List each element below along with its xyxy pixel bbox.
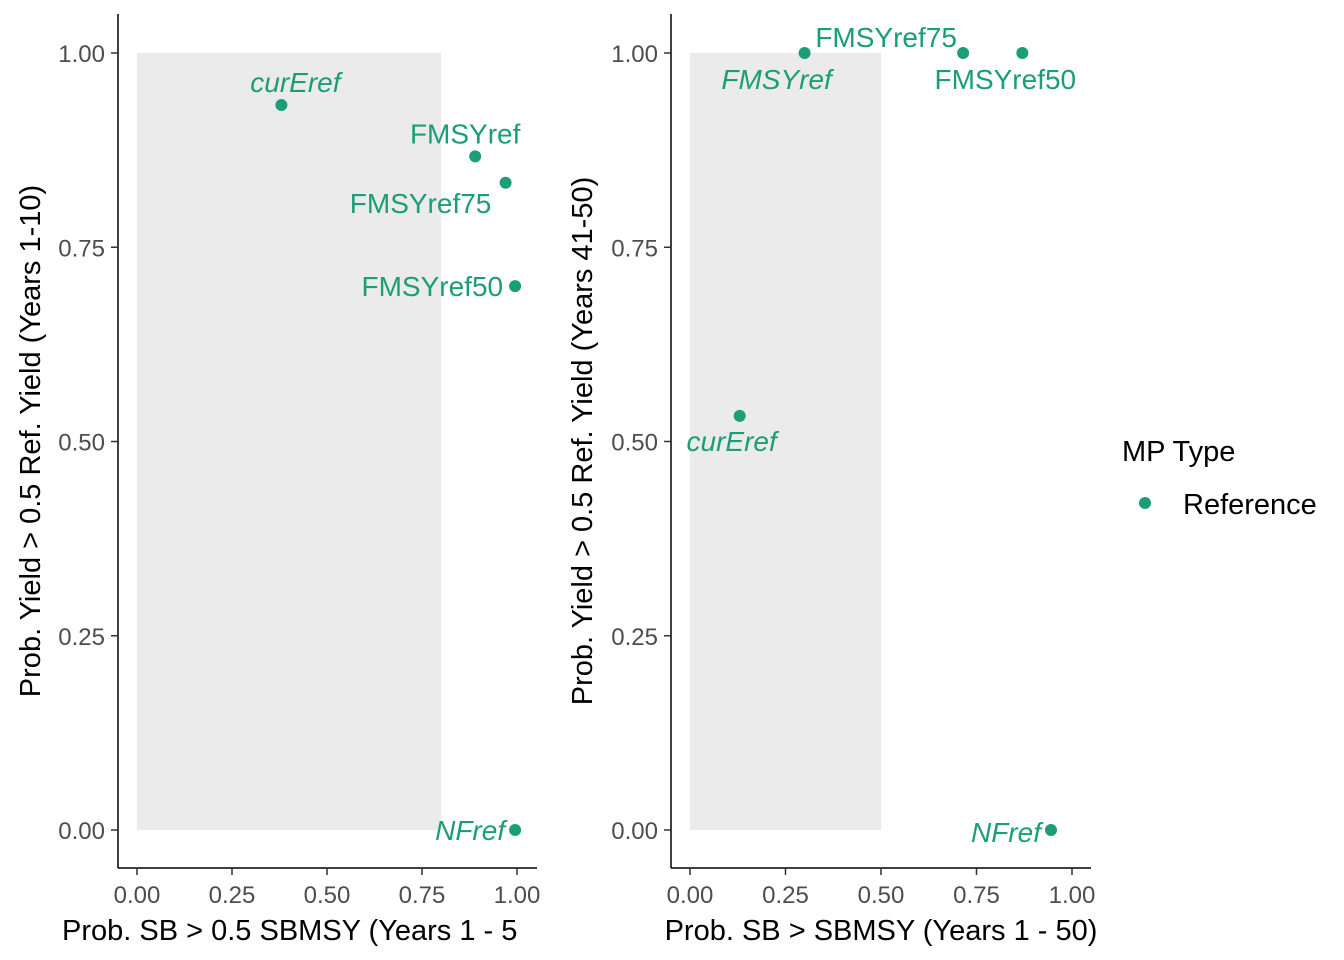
chart-panels: 0.00 0.25 0.50 0.75 1.00 0.00 0.25 0.50 0.75 1.00… (15, 14, 1097, 947)
point-curEref (733, 409, 746, 422)
y-tick-label: 0.25 (611, 624, 658, 651)
x-tick-label: 0.50 (858, 882, 905, 909)
point-FMSYref (469, 150, 482, 163)
y-tick-label: 1.00 (611, 41, 658, 68)
y-axis-title: Prob. Yield > 0.5 Ref. Yield (Years 41-5… (567, 177, 599, 706)
point-FMSYref (798, 47, 811, 59)
point-FMSYref50 (1016, 47, 1029, 59)
point-curEref (275, 99, 288, 112)
panel-1: 0.00 0.25 0.50 0.75 1.00 0.00 0.25 0.50 0.75 1.00… (15, 14, 540, 947)
legend-title: MP Type (1122, 436, 1235, 468)
x-tick-label: 1.00 (1049, 882, 1096, 909)
shaded-region (137, 53, 441, 830)
x-tick-label: 0.00 (667, 882, 714, 909)
y-tick-label: 0.00 (58, 818, 105, 845)
point-label-FMSYref50: FMSYref50 (935, 64, 1077, 95)
point-label-NFref: NFref (435, 815, 508, 846)
point-label-FMSYref50: FMSYref50 (361, 271, 503, 302)
point-label-curEref: curEref (687, 426, 780, 457)
x-tick-label: 0.75 (399, 882, 446, 909)
legend-label-reference: Reference (1183, 489, 1317, 521)
x-tick-label: 0.00 (114, 882, 161, 909)
point-label-FMSYref: FMSYref (721, 64, 835, 95)
y-tick-label: 0.00 (611, 818, 658, 845)
y-tick-label: 0.75 (58, 235, 105, 262)
x-axis-title: Prob. SB > SBMSY (Years 1 - 50) (665, 915, 1098, 947)
shaded-region (690, 53, 881, 830)
y-axis-title: Prob. Yield > 0.5 Ref. Yield (Years 1-10… (15, 185, 47, 697)
y-tick-label: 1.00 (58, 41, 105, 68)
point-label-FMSYref75: FMSYref75 (350, 188, 492, 219)
x-tick-label: 0.25 (762, 882, 809, 909)
point-NFref (1044, 824, 1057, 836)
y-tick-label: 0.50 (58, 430, 105, 457)
point-NFref (509, 824, 522, 836)
y-tick-label: 0.50 (611, 430, 658, 457)
point-FMSYref50 (509, 280, 522, 293)
panel-2: 0.00 0.25 0.50 0.75 1.00 0.00 0.25 0.50 0.75 1.00… (567, 14, 1097, 947)
x-tick-label: 0.75 (953, 882, 1000, 909)
y-tick-label: 0.25 (58, 624, 105, 651)
x-tick-label: 0.25 (209, 882, 256, 909)
point-FMSYref75 (499, 176, 512, 189)
legend-key-reference (1139, 497, 1151, 509)
x-tick-label: 0.50 (304, 882, 351, 909)
x-axis-title: Prob. SB > 0.5 SBMSY (Years 1 - 5 (62, 915, 517, 947)
y-tick-label: 0.75 (611, 235, 658, 262)
legend: MP Type Reference (1122, 436, 1317, 521)
point-label-FMSYref75: FMSYref75 (815, 22, 957, 53)
point-FMSYref75 (957, 47, 970, 59)
point-label-NFref: NFref (971, 817, 1044, 848)
point-label-curEref: curEref (250, 67, 343, 98)
x-tick-label: 1.00 (494, 882, 541, 909)
point-label-FMSYref: FMSYref (410, 118, 521, 149)
